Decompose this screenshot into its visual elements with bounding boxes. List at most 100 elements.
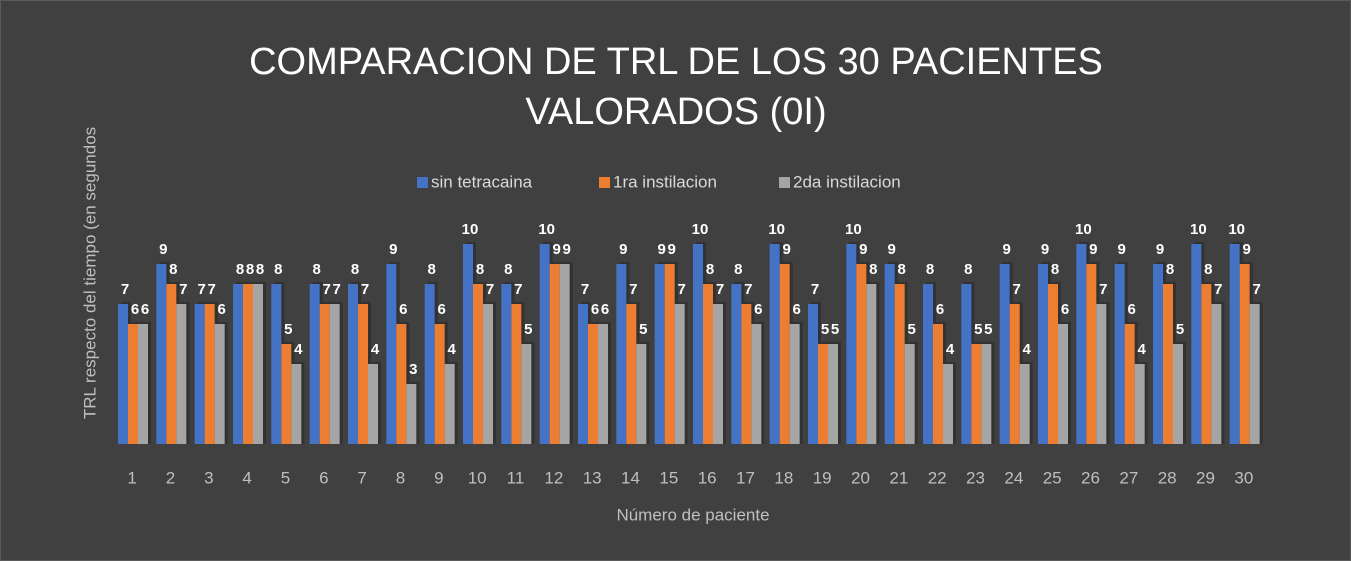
bar xyxy=(214,324,225,444)
bar xyxy=(1211,304,1222,444)
data-label: 7 xyxy=(121,281,129,298)
bar xyxy=(253,284,263,444)
data-label: 10 xyxy=(1190,221,1207,238)
data-label: 7 xyxy=(207,281,215,298)
bar xyxy=(981,344,992,444)
bar xyxy=(559,264,570,444)
data-label: 9 xyxy=(1156,241,1164,258)
bar xyxy=(1229,244,1240,444)
data-label: 8 xyxy=(476,261,484,278)
bar xyxy=(138,324,148,444)
x-tick-label: 14 xyxy=(621,468,640,487)
data-label: 8 xyxy=(256,261,264,278)
data-label: 9 xyxy=(1242,241,1250,258)
data-label: 4 xyxy=(1022,341,1031,358)
x-tick-label: 24 xyxy=(1004,468,1023,487)
bar xyxy=(1086,264,1097,444)
data-label: 6 xyxy=(754,301,762,318)
bar xyxy=(348,284,358,444)
data-label: 6 xyxy=(131,301,139,318)
bar xyxy=(884,264,895,444)
data-label: 10 xyxy=(1228,221,1245,238)
bar xyxy=(731,284,742,444)
data-label: 8 xyxy=(236,261,244,278)
data-label: 6 xyxy=(217,301,225,318)
bar xyxy=(194,304,205,444)
bar xyxy=(434,324,445,444)
bar xyxy=(769,244,780,444)
data-label: 10 xyxy=(462,221,479,238)
legend-swatch xyxy=(417,177,428,188)
bar xyxy=(396,324,407,444)
bar xyxy=(674,304,685,444)
x-tick-label: 16 xyxy=(698,468,717,487)
bar xyxy=(1114,264,1125,444)
data-label: 7 xyxy=(677,281,685,298)
x-tick-label: 25 xyxy=(1043,468,1062,487)
data-label: 7 xyxy=(744,281,752,298)
bar xyxy=(1163,284,1173,444)
x-tick-label: 27 xyxy=(1119,468,1138,487)
bar xyxy=(511,304,522,444)
bar xyxy=(971,344,982,444)
bar xyxy=(1019,364,1030,444)
data-label: 7 xyxy=(322,281,330,298)
bar xyxy=(693,244,703,444)
bar xyxy=(856,264,867,444)
legend-swatch xyxy=(779,177,790,188)
x-tick-label: 4 xyxy=(242,468,251,487)
chart-title: COMPARACION DE TRL DE LOS 30 PACIENTES V… xyxy=(249,41,1103,133)
data-label: 9 xyxy=(159,241,167,258)
data-label: 10 xyxy=(768,221,785,238)
data-label: 6 xyxy=(399,301,407,318)
data-label: 4 xyxy=(946,341,955,358)
bar xyxy=(1239,264,1250,444)
bar xyxy=(1096,304,1107,444)
data-label: 9 xyxy=(1089,241,1097,258)
x-tick-label: 19 xyxy=(813,468,832,487)
x-tick-label: 8 xyxy=(396,468,405,487)
bar xyxy=(1038,264,1048,444)
bar xyxy=(386,264,397,444)
bar xyxy=(291,364,302,444)
bar xyxy=(176,304,187,444)
data-label: 5 xyxy=(984,321,992,338)
data-label: 7 xyxy=(716,281,724,298)
data-label: 9 xyxy=(1002,241,1010,258)
data-label: 7 xyxy=(361,281,369,298)
x-axis-title: Número de paciente xyxy=(616,505,769,524)
data-label: 7 xyxy=(629,281,637,298)
bar xyxy=(616,264,627,444)
bar xyxy=(626,304,637,444)
bar xyxy=(204,304,215,444)
data-label: 9 xyxy=(1117,241,1125,258)
data-label: 9 xyxy=(552,241,560,258)
bar xyxy=(1124,324,1135,444)
x-tick-label: 13 xyxy=(583,468,602,487)
data-label: 5 xyxy=(639,321,647,338)
data-label: 5 xyxy=(974,321,982,338)
data-label: 8 xyxy=(897,261,905,278)
bar xyxy=(166,284,177,444)
bar xyxy=(1249,304,1260,444)
x-tick-label: 6 xyxy=(319,468,328,487)
data-label: 7 xyxy=(332,281,340,298)
data-label: 8 xyxy=(427,261,435,278)
bar xyxy=(866,284,877,444)
x-tick-label: 15 xyxy=(659,468,678,487)
bar xyxy=(271,284,282,444)
data-label: 7 xyxy=(179,281,187,298)
data-label: 7 xyxy=(1099,281,1107,298)
data-label: 5 xyxy=(821,321,829,338)
data-label: 9 xyxy=(1041,241,1049,258)
x-tick-label: 21 xyxy=(889,468,908,487)
data-label: 8 xyxy=(1051,261,1059,278)
x-tick-label: 29 xyxy=(1196,468,1215,487)
x-tick-label: 10 xyxy=(468,468,487,487)
bar xyxy=(1173,344,1183,444)
bar xyxy=(309,284,320,444)
x-tick-label: 5 xyxy=(281,468,290,487)
bar xyxy=(1048,284,1058,444)
bar xyxy=(319,304,330,444)
bar xyxy=(463,244,473,444)
